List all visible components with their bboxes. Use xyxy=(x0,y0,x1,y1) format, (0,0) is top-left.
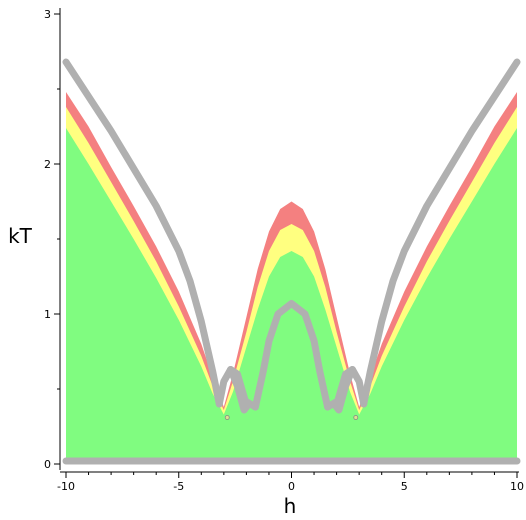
gray-curve-2 xyxy=(251,300,332,411)
marker-point-1 xyxy=(353,415,359,420)
marker-point-0 xyxy=(224,415,230,420)
x-tick-label: 0 xyxy=(288,480,295,493)
x-tick-label: 5 xyxy=(401,480,408,493)
gray-curve-5 xyxy=(227,366,253,414)
y-tick-label: 2 xyxy=(44,158,51,171)
gray-curve-4 xyxy=(360,58,521,408)
y-axis-label: kT xyxy=(8,224,33,248)
y-tick-label: 3 xyxy=(44,8,51,21)
x-tick-label: -10 xyxy=(57,480,75,493)
axes: -10 -5 0 5 10 0 1 2 3 xyxy=(44,8,524,493)
plot-area xyxy=(62,58,521,465)
y-tick-label: 1 xyxy=(44,308,51,321)
gray-curve-6 xyxy=(330,366,356,414)
y-tick-label: 0 xyxy=(44,458,51,471)
gray-curve-0 xyxy=(62,58,223,408)
x-tick-label: 10 xyxy=(510,480,524,493)
x-tick-label: -5 xyxy=(173,480,184,493)
x-axis-label: h xyxy=(284,494,297,518)
region-green xyxy=(66,128,517,464)
